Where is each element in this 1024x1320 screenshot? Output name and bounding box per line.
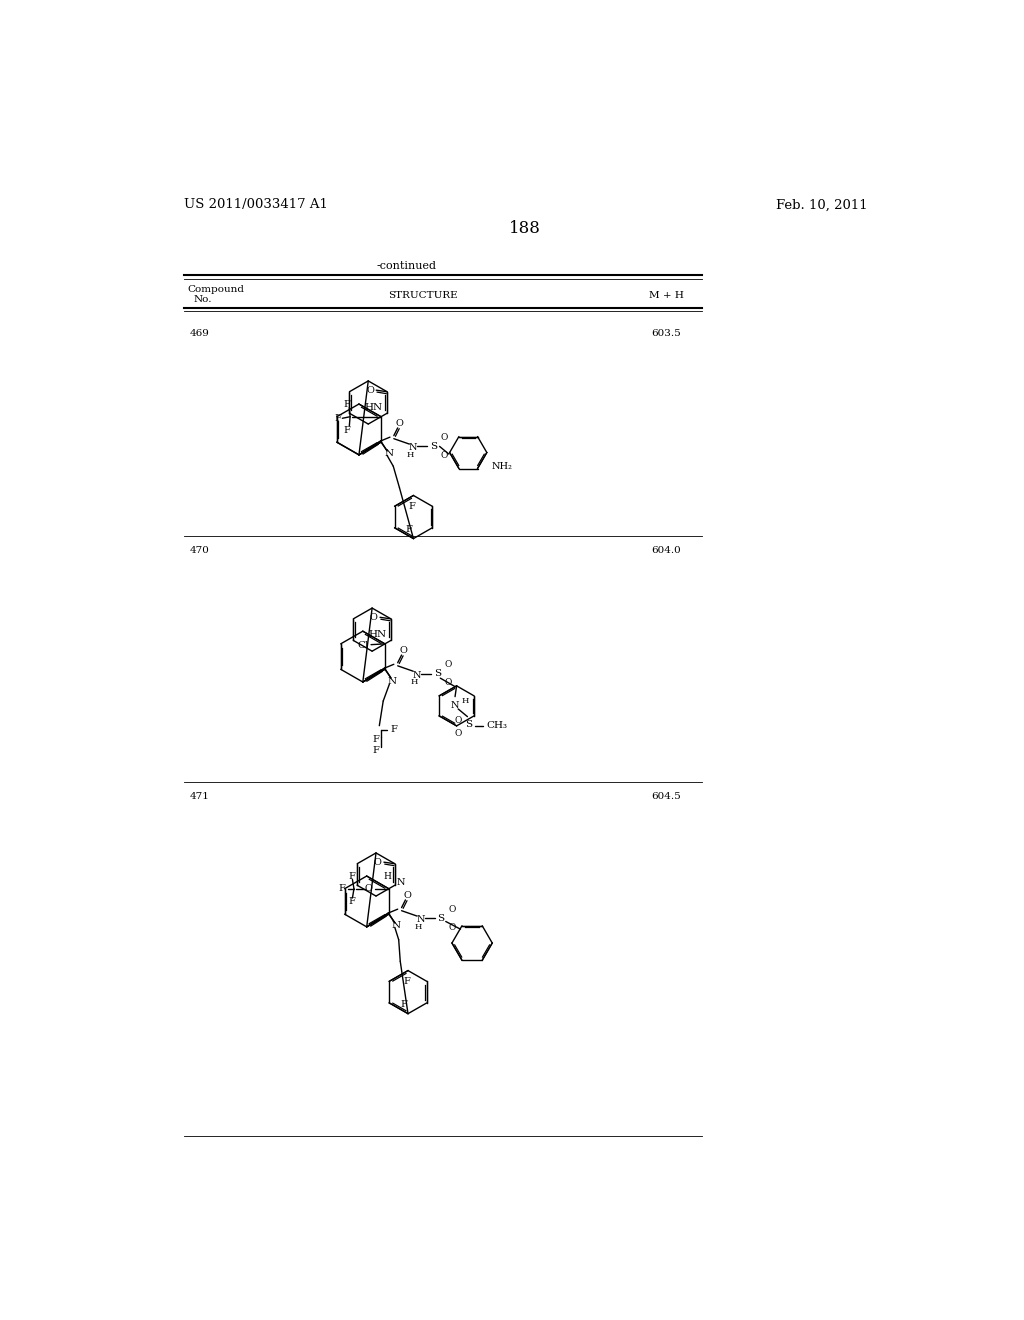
- Text: HN: HN: [365, 403, 382, 412]
- Text: H: H: [411, 678, 418, 686]
- Text: O: O: [365, 884, 373, 894]
- Text: O: O: [403, 891, 411, 900]
- Text: N: N: [388, 677, 397, 685]
- Text: US 2011/0033417 A1: US 2011/0033417 A1: [183, 198, 328, 211]
- Text: M + H: M + H: [649, 290, 684, 300]
- Text: F: F: [403, 977, 410, 986]
- Text: F: F: [409, 502, 416, 511]
- Text: Cl: Cl: [357, 642, 369, 649]
- Text: F: F: [400, 1001, 407, 1008]
- Text: -continued: -continued: [377, 261, 437, 271]
- Text: 604.5: 604.5: [651, 792, 682, 801]
- Text: 470: 470: [190, 545, 210, 554]
- Text: O: O: [366, 385, 374, 395]
- Text: F: F: [406, 525, 413, 533]
- Text: N: N: [451, 701, 460, 710]
- Text: N: N: [413, 671, 421, 680]
- Text: S: S: [437, 913, 444, 923]
- Text: O: O: [395, 418, 403, 428]
- Text: O: O: [370, 612, 378, 622]
- Text: F: F: [344, 426, 350, 436]
- Text: 603.5: 603.5: [651, 330, 682, 338]
- Text: 471: 471: [190, 792, 210, 801]
- Text: No.: No.: [194, 294, 212, 304]
- Text: F: F: [348, 896, 355, 906]
- Text: 604.0: 604.0: [651, 545, 682, 554]
- Text: F: F: [344, 400, 350, 409]
- Text: N: N: [417, 916, 425, 924]
- Text: N: N: [392, 921, 401, 931]
- Text: O: O: [440, 433, 447, 442]
- Text: O: O: [444, 678, 452, 688]
- Text: CH₃: CH₃: [486, 722, 507, 730]
- Text: H: H: [384, 871, 392, 880]
- Text: H: H: [414, 923, 422, 931]
- Text: O: O: [399, 645, 408, 655]
- Text: H: H: [461, 697, 469, 705]
- Text: O: O: [455, 715, 462, 725]
- Text: N: N: [396, 878, 404, 887]
- Text: F: F: [348, 873, 355, 880]
- Text: F: F: [338, 884, 345, 894]
- Text: O: O: [440, 451, 447, 461]
- Text: H: H: [407, 451, 414, 459]
- Text: HN: HN: [369, 630, 386, 639]
- Text: O: O: [449, 923, 456, 932]
- Text: NH₂: NH₂: [492, 462, 512, 471]
- Text: O: O: [374, 858, 382, 867]
- Text: N: N: [384, 449, 393, 458]
- Text: F: F: [372, 746, 379, 755]
- Text: S: S: [430, 442, 437, 451]
- Text: O: O: [444, 660, 452, 669]
- Text: STRUCTURE: STRUCTURE: [388, 290, 458, 300]
- Text: O: O: [455, 729, 462, 738]
- Text: Compound: Compound: [187, 285, 245, 294]
- Text: S: S: [433, 669, 440, 678]
- Text: F: F: [334, 413, 341, 422]
- Text: N: N: [409, 444, 418, 453]
- Text: O: O: [449, 904, 456, 913]
- Text: 469: 469: [190, 330, 210, 338]
- Text: F: F: [390, 725, 397, 734]
- Text: S: S: [466, 719, 472, 729]
- Text: 188: 188: [509, 220, 541, 238]
- Text: F: F: [372, 735, 379, 744]
- Text: Feb. 10, 2011: Feb. 10, 2011: [776, 198, 868, 211]
